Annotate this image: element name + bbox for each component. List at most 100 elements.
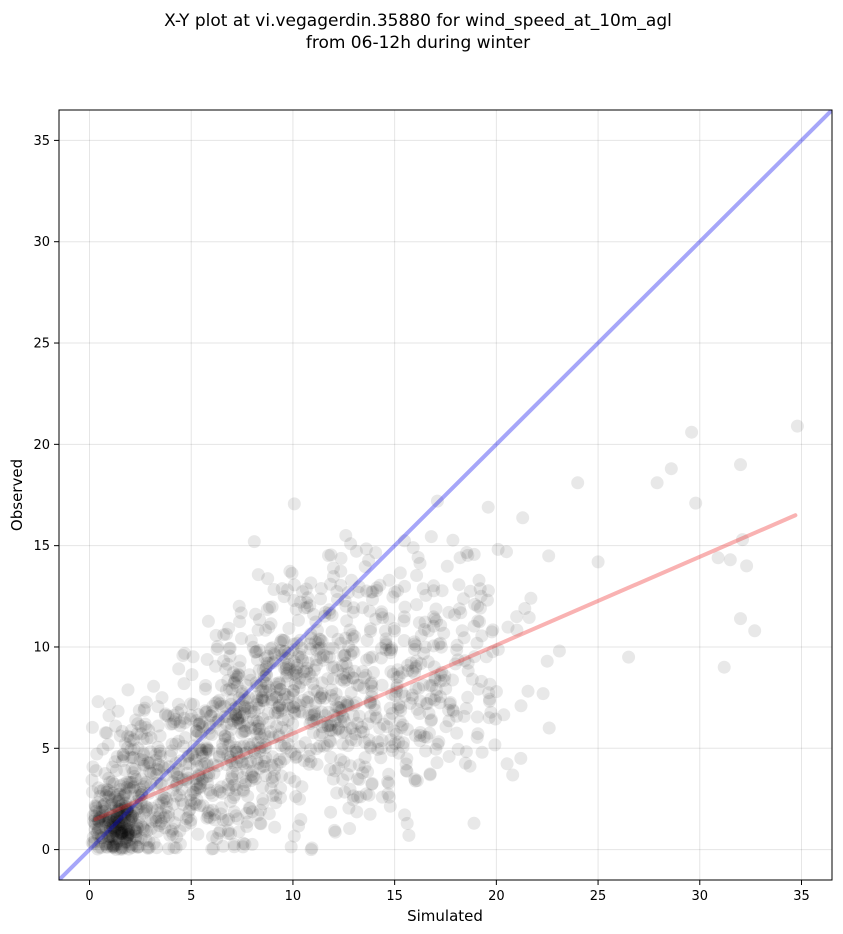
data-point <box>99 824 113 838</box>
data-point <box>219 683 233 697</box>
data-point <box>409 639 423 653</box>
data-point <box>151 740 165 754</box>
data-point <box>365 679 379 693</box>
data-point <box>259 751 273 765</box>
data-point <box>112 802 126 816</box>
data-point <box>306 726 320 740</box>
data-point <box>392 698 406 712</box>
data-point <box>314 592 327 606</box>
data-point <box>458 756 472 770</box>
data-point <box>272 699 286 713</box>
data-point <box>305 708 319 722</box>
data-point <box>337 674 351 688</box>
data-point <box>206 830 219 844</box>
data-point <box>88 812 102 826</box>
data-point <box>274 635 287 649</box>
data-point <box>397 634 411 647</box>
data-point <box>371 735 385 749</box>
data-point <box>238 693 252 707</box>
data-point <box>365 650 379 664</box>
data-point <box>130 802 144 816</box>
data-point <box>483 677 497 691</box>
data-point <box>315 687 329 701</box>
data-point <box>230 783 243 797</box>
data-point <box>310 742 324 756</box>
data-point <box>131 741 145 755</box>
data-point <box>302 757 316 771</box>
data-point <box>105 829 119 843</box>
data-point <box>400 816 414 830</box>
data-point <box>397 614 411 628</box>
data-point <box>410 569 424 582</box>
data-point <box>405 691 419 705</box>
data-point <box>93 812 106 826</box>
data-point <box>118 814 132 828</box>
data-point <box>324 735 338 749</box>
data-point <box>363 624 377 638</box>
data-point <box>125 810 139 823</box>
data-point <box>521 684 535 698</box>
data-point <box>287 594 301 607</box>
data-point <box>316 715 329 729</box>
data-point <box>221 748 235 762</box>
data-point <box>89 764 103 778</box>
data-point <box>168 816 182 830</box>
data-point <box>342 801 356 815</box>
data-point <box>169 712 183 726</box>
data-point <box>192 769 205 783</box>
data-point <box>170 830 184 844</box>
data-point <box>304 627 318 641</box>
data-point <box>347 698 361 712</box>
data-point <box>392 746 406 760</box>
data-point <box>225 765 239 779</box>
data-point <box>369 711 383 725</box>
data-point <box>329 687 343 701</box>
data-point <box>230 755 244 769</box>
data-point <box>357 681 371 695</box>
data-point <box>394 721 408 734</box>
data-point <box>147 836 161 850</box>
data-point <box>198 704 212 718</box>
data-point <box>345 721 359 735</box>
data-point <box>121 829 134 843</box>
data-point <box>473 615 486 629</box>
data-point <box>400 764 414 778</box>
data-point <box>307 715 321 729</box>
data-point <box>98 797 112 811</box>
data-point <box>484 705 498 719</box>
data-point <box>142 786 156 800</box>
data-point <box>247 705 261 719</box>
data-point <box>206 699 220 713</box>
data-point <box>115 802 129 816</box>
data-point <box>240 746 254 760</box>
data-point <box>340 660 354 674</box>
data-point <box>349 734 363 747</box>
data-point <box>363 807 377 821</box>
data-point <box>254 693 268 707</box>
data-point <box>401 664 415 678</box>
data-point <box>413 707 427 720</box>
data-point <box>315 689 329 703</box>
data-point <box>298 601 312 615</box>
data-point <box>486 645 500 659</box>
data-point <box>206 803 220 817</box>
data-point <box>232 599 246 613</box>
data-point <box>129 825 143 839</box>
data-point <box>297 754 311 768</box>
data-point <box>431 737 445 751</box>
data-point <box>216 839 230 853</box>
y-tick-label: 25 <box>33 337 50 352</box>
data-point <box>473 601 487 615</box>
data-point <box>482 711 496 725</box>
data-point <box>790 419 804 433</box>
data-point <box>105 840 119 854</box>
data-point <box>331 700 345 714</box>
data-point <box>103 839 117 853</box>
data-point <box>134 719 148 733</box>
data-point <box>314 651 328 665</box>
data-point <box>155 796 169 810</box>
data-point <box>137 703 151 717</box>
data-point <box>358 735 372 749</box>
data-point <box>107 777 121 791</box>
data-point <box>181 810 195 824</box>
